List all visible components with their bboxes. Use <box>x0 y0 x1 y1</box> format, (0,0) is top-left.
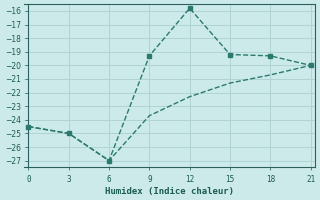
X-axis label: Humidex (Indice chaleur): Humidex (Indice chaleur) <box>105 187 234 196</box>
